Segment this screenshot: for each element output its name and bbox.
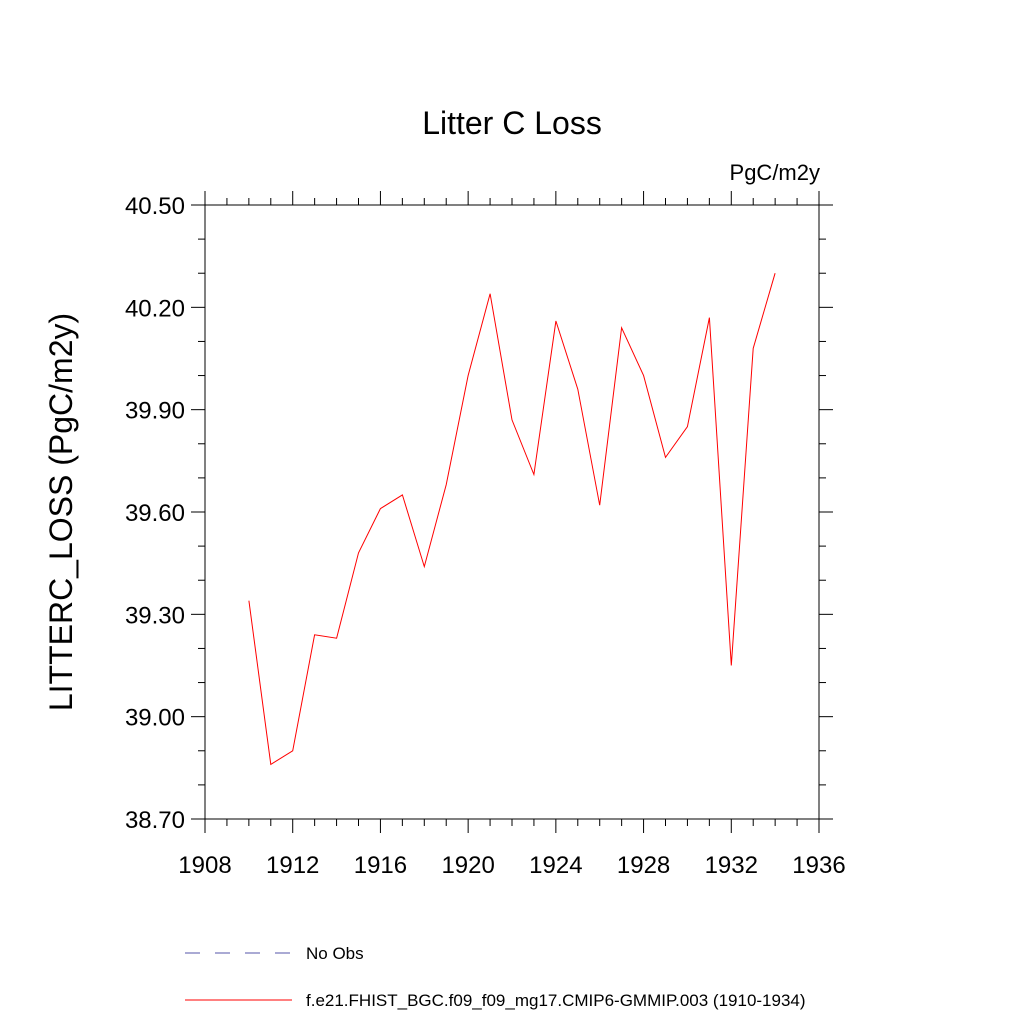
x-tick-label: 1916 xyxy=(354,852,407,879)
y-tick-label: 39.60 xyxy=(125,500,185,527)
chart-title: Litter C Loss xyxy=(422,105,602,141)
y-tick-label: 40.50 xyxy=(125,193,185,220)
y-tick-label: 39.30 xyxy=(125,602,185,629)
series-lines xyxy=(248,273,776,766)
y-tick-label: 38.70 xyxy=(125,807,185,834)
x-tick-labels: 1908 1912 1916 1920 1924 1928 1932 1936 xyxy=(178,852,845,879)
y-tick-label: 39.00 xyxy=(125,705,185,732)
x-tick-label: 1912 xyxy=(266,852,319,879)
y-axis-label: LITTERC_LOSS (PgC/m2y) xyxy=(43,313,79,711)
y-tick-label: 40.20 xyxy=(125,295,185,322)
x-tick-label: 1920 xyxy=(441,852,494,879)
legend-label-no-obs: No Obs xyxy=(306,944,364,963)
y-tick-labels: 38.70 39.00 39.30 39.60 39.90 40.20 40.50 xyxy=(125,193,185,834)
x-tick-label: 1908 xyxy=(178,852,231,879)
y-tick-label: 39.90 xyxy=(125,398,185,425)
plot-axes xyxy=(191,191,833,833)
x-tick-label: 1928 xyxy=(617,852,670,879)
units-label: PgC/m2y xyxy=(730,160,820,185)
series-line-0 xyxy=(248,273,776,766)
x-tick-label: 1924 xyxy=(529,852,582,879)
x-tick-label: 1932 xyxy=(705,852,758,879)
legend: No Obs f.e21.FHIST_BGC.f09_f09_mg17.CMIP… xyxy=(185,944,806,1010)
x-tick-label: 1936 xyxy=(792,852,845,879)
legend-label-series: f.e21.FHIST_BGC.f09_f09_mg17.CMIP6-GMMIP… xyxy=(306,991,806,1010)
